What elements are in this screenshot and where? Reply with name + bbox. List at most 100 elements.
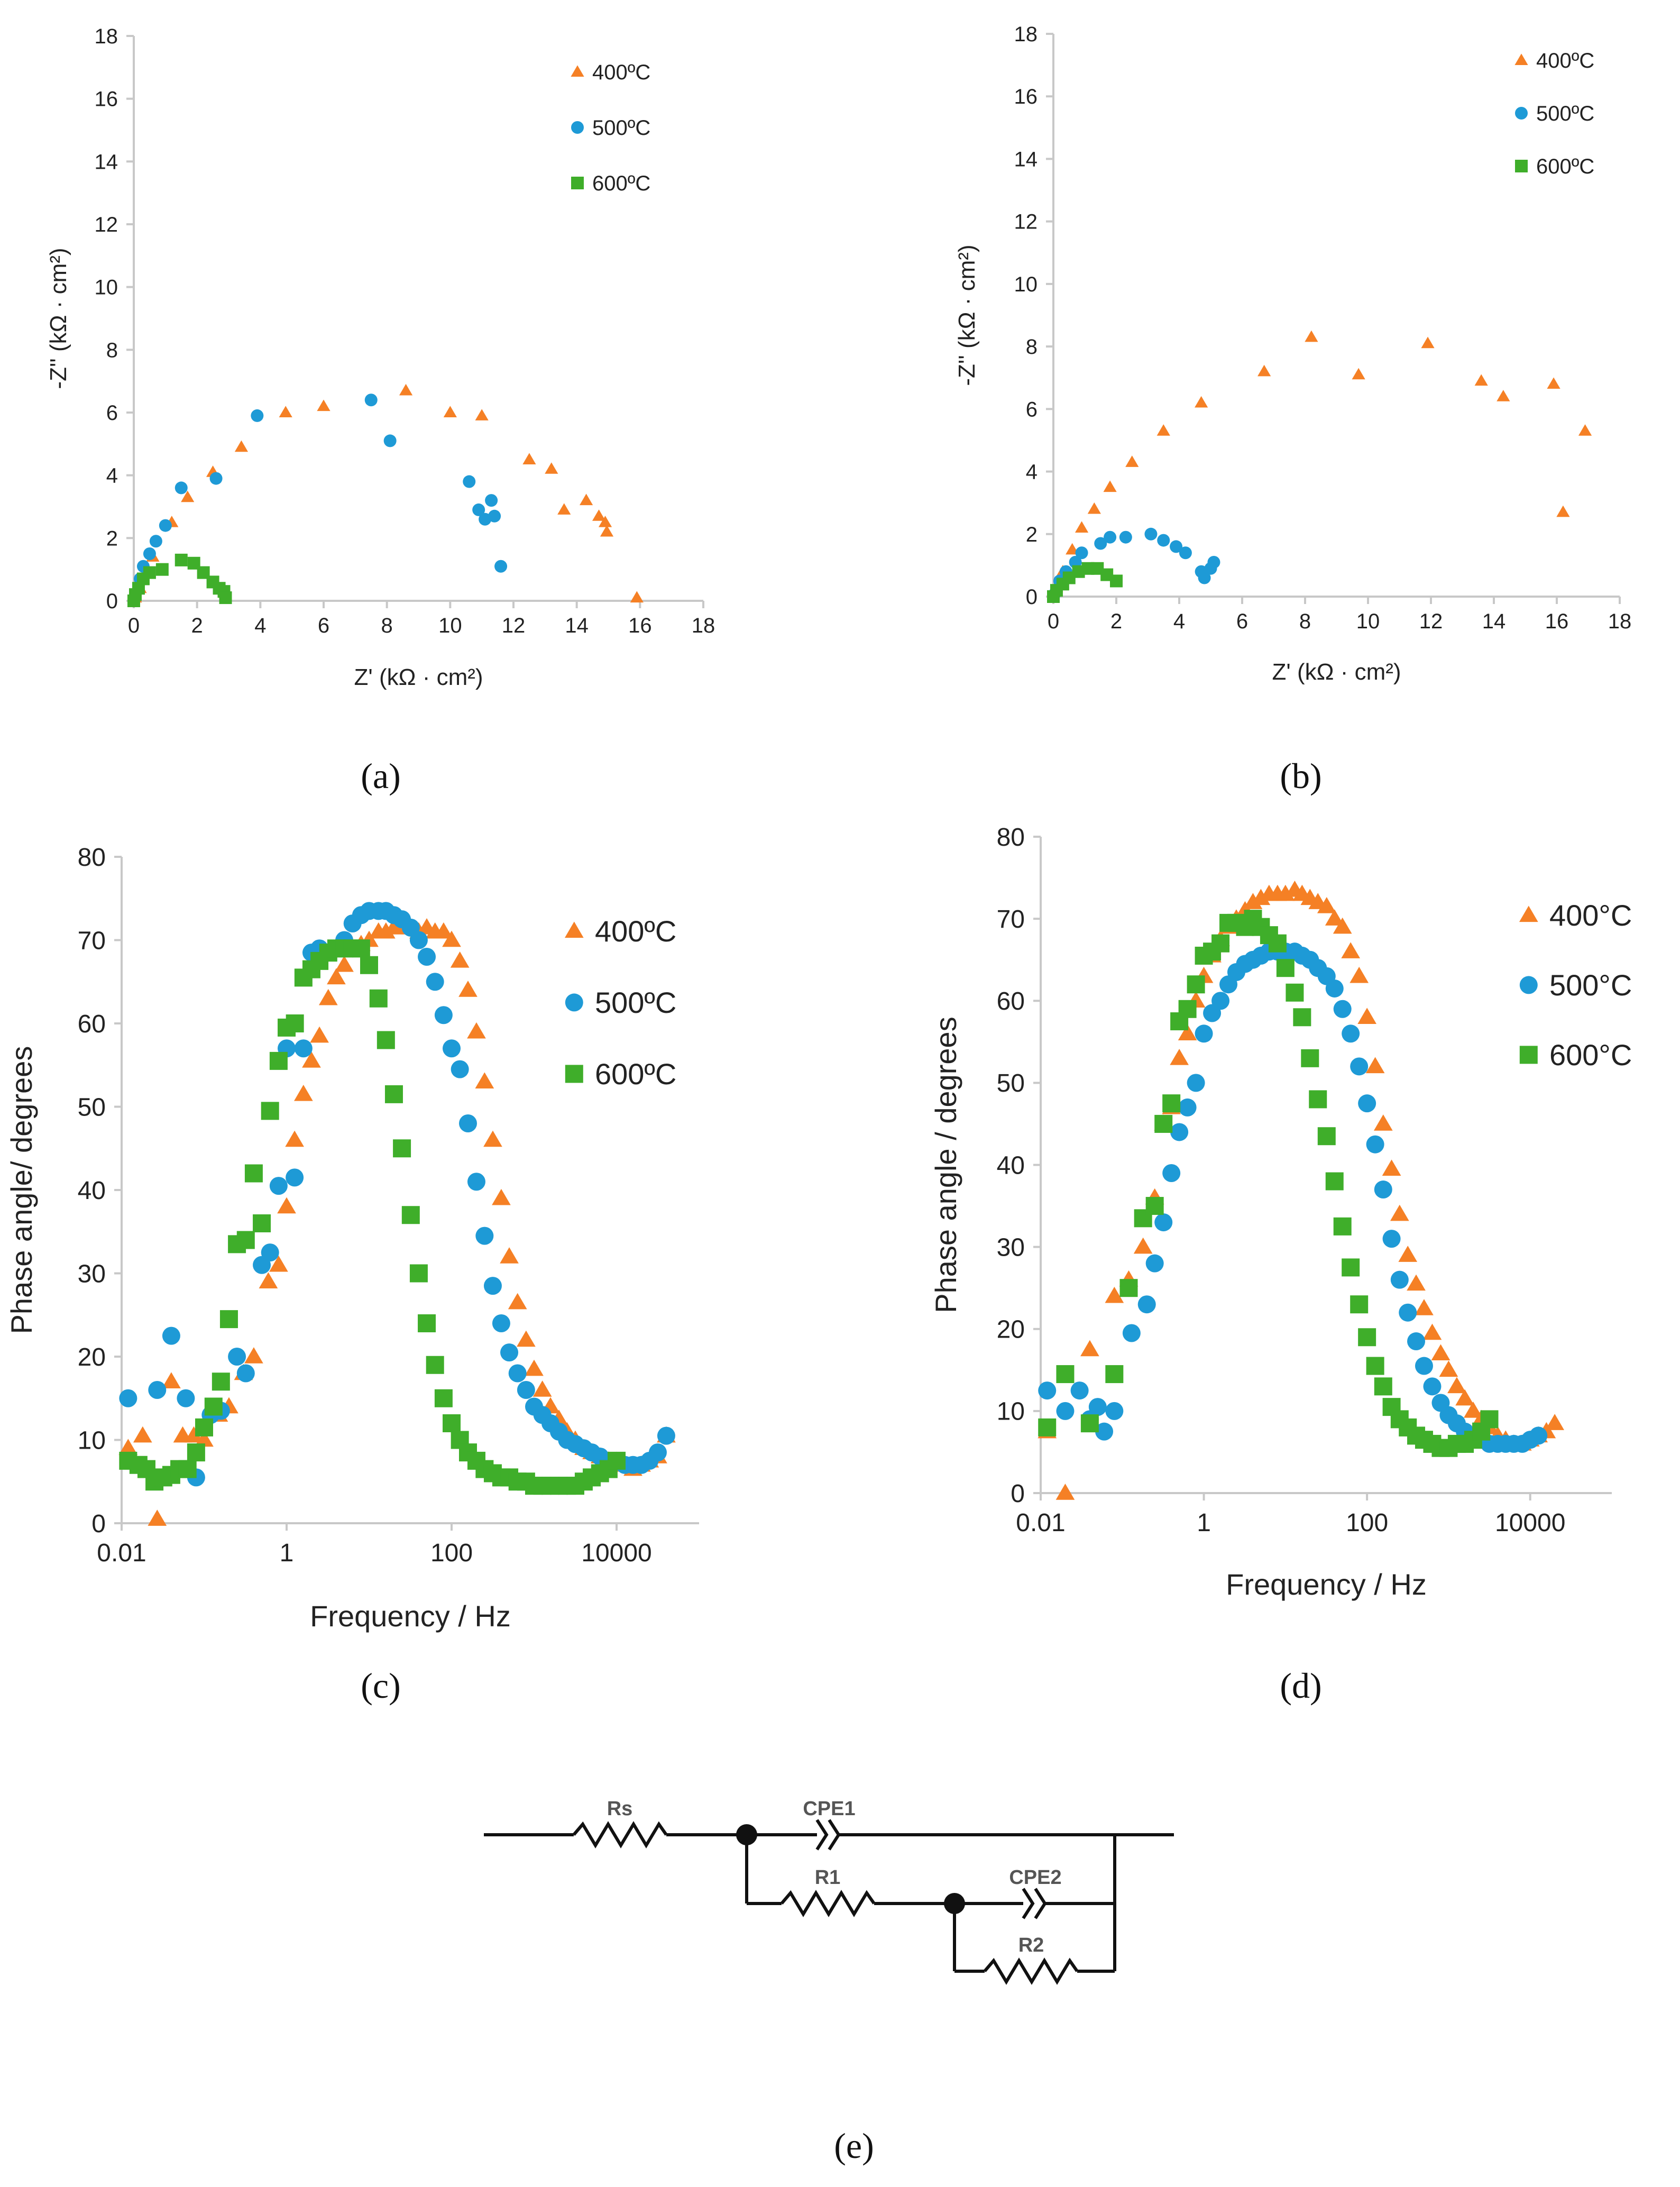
series-600°C <box>1038 910 1499 1457</box>
legend-label: 400ºC <box>1536 49 1594 72</box>
chart-d: 0 10 20 30 40 50 60 70 80 0.01 1 100 10000 Frequency … <box>929 823 1632 1601</box>
data-point <box>1119 530 1132 544</box>
legend-marker <box>564 921 584 938</box>
data-point <box>369 989 388 1008</box>
data-point <box>279 406 292 417</box>
legend-marker <box>571 177 584 189</box>
label-rs: Rs <box>607 1798 633 1820</box>
label-r2: R2 <box>1018 1934 1044 1956</box>
legend-marker <box>571 121 584 134</box>
data-point <box>383 434 397 447</box>
data-point <box>143 547 156 560</box>
data-point <box>630 591 644 603</box>
legend-label: 400°C <box>1549 899 1632 932</box>
data-point <box>1170 1123 1189 1141</box>
legend-label: 500ºC <box>595 986 676 1019</box>
data-point <box>148 1509 167 1526</box>
x-tick-label: 10000 <box>1495 1509 1565 1537</box>
x-tick-label: 100 <box>430 1539 473 1567</box>
x-tick-label: 6 <box>318 614 329 637</box>
data-point <box>458 1114 477 1132</box>
data-point <box>352 939 370 958</box>
x-tick-label: 0 <box>1048 610 1059 633</box>
data-point <box>236 1231 255 1249</box>
data-point <box>1080 1414 1099 1433</box>
x-tick-label: 16 <box>1545 610 1569 633</box>
x-axis-label: Frequency / Hz <box>310 1599 511 1633</box>
data-point <box>1305 330 1318 342</box>
data-point <box>1529 1426 1548 1445</box>
data-point <box>1110 574 1123 588</box>
data-point <box>492 1188 511 1205</box>
data-point <box>175 553 188 566</box>
data-point <box>155 563 169 576</box>
y-tick-label: 80 <box>997 823 1025 852</box>
data-point <box>1398 1246 1418 1262</box>
y-tick-label: 14 <box>95 150 118 173</box>
data-point <box>1276 884 1295 901</box>
y-tick-label: 4 <box>106 464 118 488</box>
data-point <box>475 409 489 420</box>
data-point <box>1350 1057 1369 1076</box>
data-point <box>1122 1324 1141 1342</box>
data-point <box>1103 480 1117 492</box>
data-point <box>204 1397 223 1416</box>
y-tick-label: 0 <box>1011 1480 1025 1508</box>
data-point <box>508 1364 527 1383</box>
y-tick-label: 16 <box>95 88 118 111</box>
y-tick-label: 10 <box>78 1426 106 1454</box>
data-point <box>162 1326 180 1345</box>
data-point <box>1358 1094 1376 1113</box>
data-point <box>458 981 478 997</box>
data-point <box>1157 534 1170 547</box>
x-tick-label: 10 <box>1356 610 1380 633</box>
resistor-r2 <box>983 1957 1079 1985</box>
data-point <box>1038 1381 1057 1400</box>
data-point <box>1421 336 1435 349</box>
y-tick-label: 10 <box>95 276 118 299</box>
data-point <box>1133 1237 1153 1254</box>
data-point <box>434 1389 453 1407</box>
x-tick-label: 100 <box>1346 1509 1388 1537</box>
y-tick-label: 8 <box>106 338 118 362</box>
data-point <box>450 951 470 968</box>
x-axis-label: Z' (kΩ · cm²) <box>354 664 483 690</box>
data-point <box>360 956 378 974</box>
data-point <box>1257 364 1271 377</box>
data-point <box>1474 374 1488 386</box>
legend-label: 500ºC <box>592 116 650 140</box>
data-point <box>187 1443 205 1462</box>
data-point <box>1390 1270 1409 1289</box>
x-tick-label: 10 <box>438 614 462 637</box>
data-point <box>277 1197 296 1214</box>
data-point <box>286 1168 304 1187</box>
data-point <box>1198 571 1211 584</box>
y-tick-label: 10 <box>1014 273 1038 296</box>
data-point <box>598 516 612 527</box>
data-point <box>1170 540 1183 553</box>
data-point <box>1195 396 1208 408</box>
y-tick-label: 18 <box>95 25 118 48</box>
data-point <box>1350 1295 1369 1314</box>
y-tick-label: 50 <box>997 1069 1025 1097</box>
data-point <box>393 1139 411 1158</box>
legend-marker <box>1515 160 1528 172</box>
data-point <box>119 1389 137 1407</box>
y-tick-label: 60 <box>78 1010 106 1038</box>
data-point <box>148 1381 167 1399</box>
legend-label: 500°C <box>1549 968 1632 1002</box>
data-point <box>236 1364 255 1383</box>
data-point <box>261 1102 279 1120</box>
data-point <box>269 1051 288 1070</box>
data-point <box>1431 1344 1451 1361</box>
legend-label: 600°C <box>1549 1038 1632 1072</box>
equivalent-circuit <box>484 1819 1174 1985</box>
data-point <box>1415 1357 1433 1375</box>
y-tick-label: 8 <box>1026 335 1038 359</box>
data-point <box>1423 1377 1442 1396</box>
y-tick-label: 14 <box>1014 148 1038 171</box>
y-axis-label: -Z'' (kΩ · cm²) <box>45 248 71 389</box>
legend-marker <box>1515 107 1528 120</box>
data-point <box>376 922 396 939</box>
series-600ºC <box>1047 562 1123 603</box>
